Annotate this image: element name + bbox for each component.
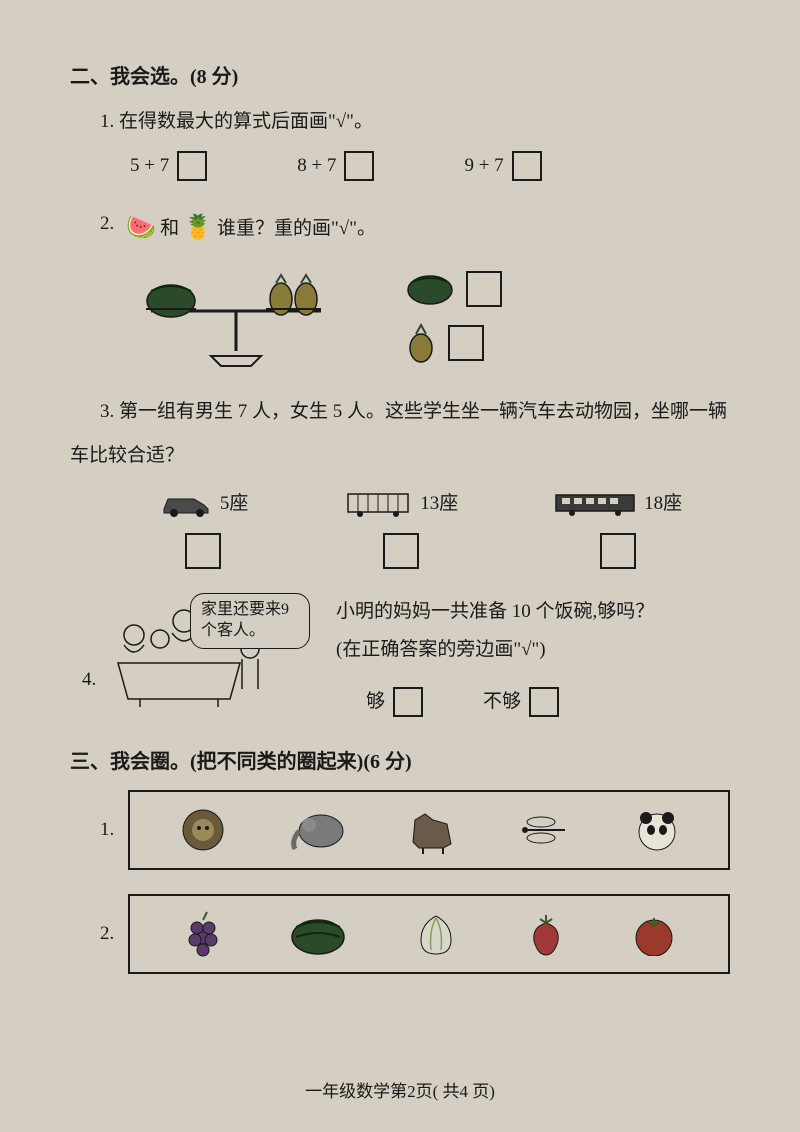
expr-text: 5 + 7 <box>130 149 169 183</box>
q1-expr-2: 8 + 7 <box>297 149 374 183</box>
q4-text-line2: (在正确答案的旁边画"√") <box>336 631 730 669</box>
pineapple-icon: 🍍 <box>183 207 213 250</box>
vehicle-option-3: 18座 <box>554 487 682 569</box>
yes-label: 够 <box>366 683 385 721</box>
horse-icon <box>403 806 459 854</box>
no-label: 不够 <box>483 683 521 721</box>
vehicle-option-2: 13座 <box>344 487 458 569</box>
q2-option-watermelon <box>406 271 502 307</box>
q2-checkbox-watermelon[interactable] <box>466 271 502 307</box>
circle-row-1[interactable] <box>128 790 730 870</box>
tomato-icon <box>631 912 677 956</box>
q1-expr-3: 9 + 7 <box>464 149 541 183</box>
section2-title: 二、我会选。(8 分) <box>70 60 730 89</box>
q2-and: 和 <box>160 212 179 246</box>
elephant-icon <box>287 807 347 853</box>
watermelon-icon <box>406 272 454 306</box>
vehicle-label: 13座 <box>420 487 458 521</box>
q2-option-pineapple <box>406 323 502 363</box>
q1-checkbox-3[interactable] <box>512 151 542 181</box>
q3-checkbox-2[interactable] <box>383 533 419 569</box>
q4-option-no: 不够 <box>483 683 559 721</box>
panda-icon <box>632 806 682 854</box>
row1-number: 1. <box>100 819 114 841</box>
vehicle-label: 18座 <box>644 487 682 521</box>
row2-number: 2. <box>100 923 114 945</box>
speech-bubble: 家里还要来9 个客人。 <box>190 593 310 649</box>
q4-text-line1: 小明的妈妈一共准备 10 个饭碗,够吗？ <box>336 593 730 631</box>
pineapple-icon <box>406 323 436 363</box>
q1-checkbox-1[interactable] <box>177 151 207 181</box>
balance-scale-icon <box>126 261 346 371</box>
question-4: 家里还要来9 个客人。 4. 小明的妈妈一共准备 10 个饭碗,够吗？ (在正确… <box>100 593 730 721</box>
watermelon-icon: 🍉 <box>126 207 156 250</box>
page-footer: 一年级数学第2页( 共4 页) <box>0 1077 800 1102</box>
q2-checkbox-pineapple[interactable] <box>448 325 484 361</box>
circle-row-2[interactable] <box>128 894 730 974</box>
watermelon-icon <box>290 913 346 955</box>
grapes-icon <box>181 910 225 958</box>
section3-title: 三、我会圈。(把不同类的圈起来)(6 分) <box>70 745 730 774</box>
q4-number: 4. <box>82 663 96 697</box>
q4-checkbox-no[interactable] <box>529 687 559 717</box>
q3-checkbox-1[interactable] <box>185 533 221 569</box>
q3-checkbox-3[interactable] <box>600 533 636 569</box>
car-icon <box>158 491 214 517</box>
q4-option-yes: 够 <box>366 683 423 721</box>
question-2: 2. 🍉 和 🍍 谁重？重的画"√"。 <box>100 207 730 370</box>
q2-text: 谁重？重的画"√"。 <box>217 212 376 246</box>
q1-expressions: 5 + 7 8 + 7 9 + 7 <box>130 149 730 183</box>
q3-text-line2: 车比较合适？ <box>70 439 730 473</box>
question-1: 1. 在得数最大的算式后面画"√"。 5 + 7 8 + 7 9 + 7 <box>100 105 730 183</box>
q3-text-line1: 3. 第一组有男生 7 人，女生 5 人。这些学生坐一辆汽车去动物园，坐哪一辆 <box>100 395 730 429</box>
q2-prompt: 🍉 和 🍍 谁重？重的画"√"。 <box>126 207 730 250</box>
question-3: 3. 第一组有男生 7 人，女生 5 人。这些学生坐一辆汽车去动物园，坐哪一辆 … <box>100 395 730 570</box>
expr-text: 8 + 7 <box>297 149 336 183</box>
strawberry-icon <box>526 911 566 957</box>
bus-icon <box>554 491 638 517</box>
q1-text: 1. 在得数最大的算式后面画"√"。 <box>100 105 730 139</box>
minibus-icon <box>344 490 414 518</box>
q4-checkbox-yes[interactable] <box>393 687 423 717</box>
q1-checkbox-2[interactable] <box>344 151 374 181</box>
vehicle-label: 5座 <box>220 487 249 521</box>
dragonfly-icon <box>515 810 575 850</box>
vehicle-option-1: 5座 <box>158 487 249 569</box>
lion-icon <box>176 806 230 854</box>
expr-text: 9 + 7 <box>464 149 503 183</box>
q2-number: 2. <box>100 207 114 241</box>
q1-expr-1: 5 + 7 <box>130 149 207 183</box>
cabbage-icon <box>411 910 461 958</box>
